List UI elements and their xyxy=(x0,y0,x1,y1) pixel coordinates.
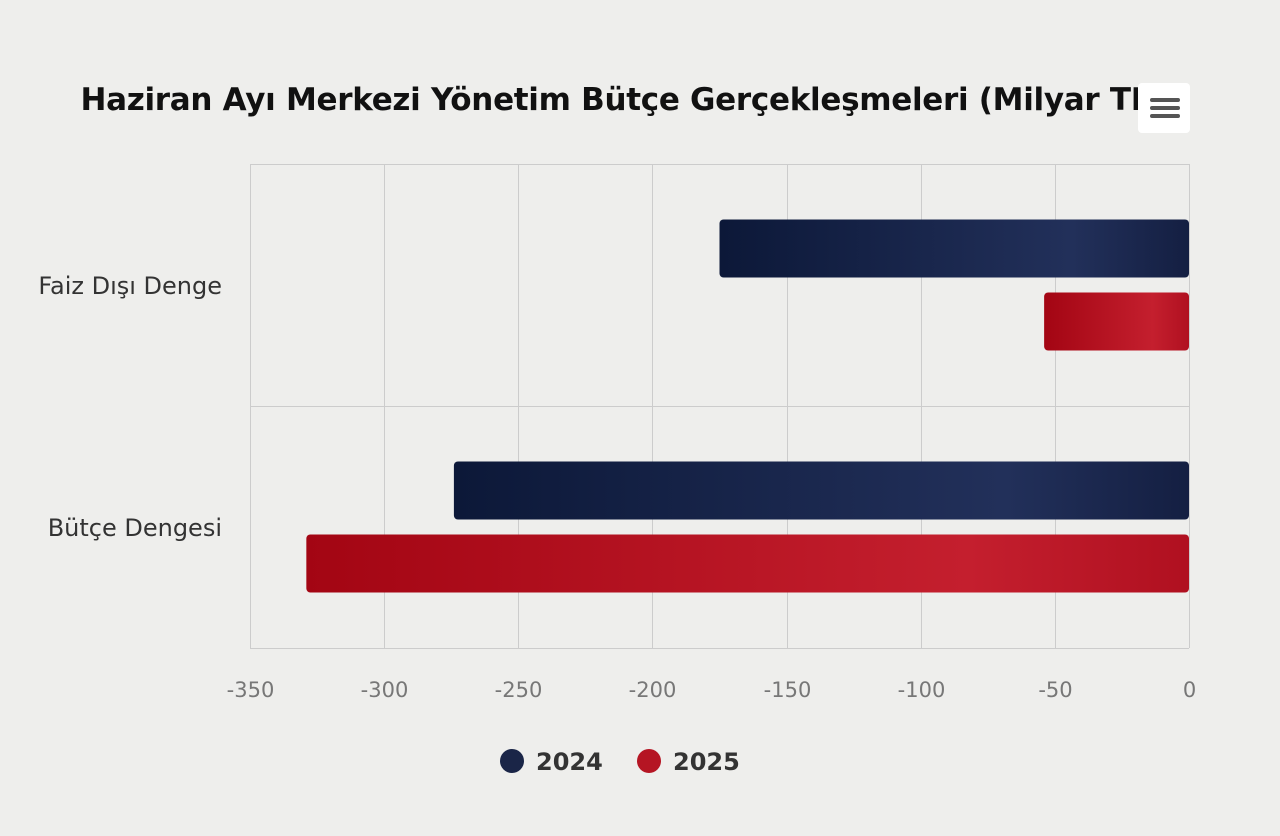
bar-2025-faiz-disi-denge[interactable] xyxy=(1044,292,1189,351)
bar-2024-faiz-disi-denge[interactable] xyxy=(719,219,1190,278)
x-tick-label: -100 xyxy=(898,678,946,702)
x-tick-label: 0 xyxy=(1183,678,1196,702)
legend-label: 2025 xyxy=(673,748,740,776)
y-category-label: Faiz Dışı Denge xyxy=(38,272,222,300)
x-tick-label: -250 xyxy=(495,678,543,702)
x-tick-label: -300 xyxy=(361,678,409,702)
y-category-label: Bütçe Dengesi xyxy=(48,514,222,542)
chart-title: Haziran Ayı Merkezi Yönetim Bütçe Gerçek… xyxy=(80,82,1176,118)
x-tick-label: -350 xyxy=(227,678,275,702)
x-tick-label: -50 xyxy=(1038,678,1072,702)
chart-menu-button[interactable] xyxy=(1138,83,1190,133)
bar-2024-butce-dengesi[interactable] xyxy=(453,461,1189,520)
bar-2025-butce-dengesi[interactable] xyxy=(306,534,1190,593)
x-tick-label: -150 xyxy=(764,678,812,702)
legend-marker-2024 xyxy=(500,749,524,773)
legend-item-2024[interactable]: 2024 xyxy=(500,748,603,776)
legend-marker-2025 xyxy=(637,749,661,773)
legend-label: 2024 xyxy=(536,748,603,776)
legend-item-2025[interactable]: 2025 xyxy=(637,748,740,776)
x-tick-label: -200 xyxy=(629,678,677,702)
